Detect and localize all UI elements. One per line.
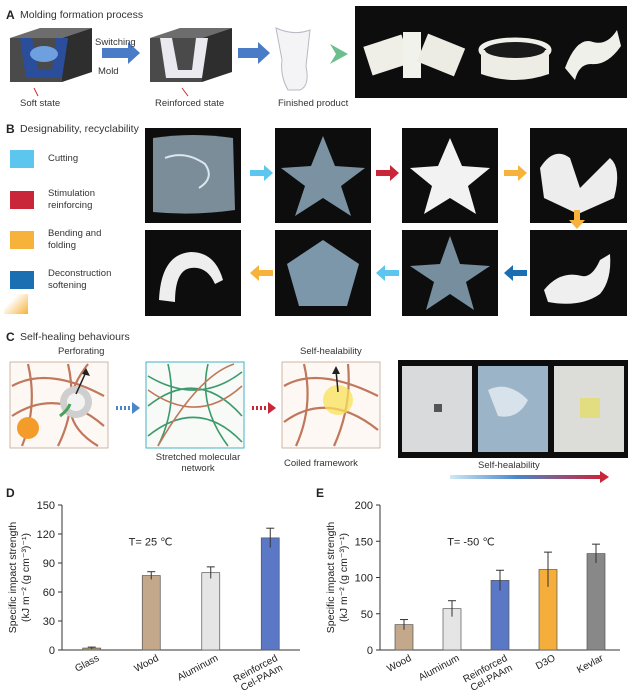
bar [201, 572, 221, 651]
photo-bent-white [145, 230, 241, 316]
panel-label-c: C [6, 330, 15, 344]
legend-bending: Bending and folding [10, 228, 118, 252]
chart-e: 0 50 100 150 200 Specific impact strength(kJ … [325, 500, 620, 695]
swatch-stimulation [10, 191, 34, 209]
photo-shaped-white [530, 230, 627, 316]
swatch-bending [10, 231, 34, 249]
y-tick-label: 50 [361, 609, 373, 621]
photo-star-white [402, 128, 498, 223]
arrow-to-product [238, 42, 270, 64]
swatch-cutting [10, 150, 34, 168]
panel-label-d: D [6, 486, 15, 500]
finished-product-shape [275, 27, 311, 91]
legend-text-deconstruction: Deconstruction softening [48, 268, 112, 291]
gradient-arrow [450, 475, 600, 479]
y-tick-label: 0 [49, 645, 55, 657]
decorative-corner [4, 294, 28, 314]
swatch-deconstruction [10, 271, 34, 289]
photo-square-gel [145, 128, 241, 223]
y-tick-label: 30 [43, 616, 55, 628]
label-switching: Switching [95, 37, 136, 48]
arrow-reinforcing [376, 165, 399, 181]
chart-d: 0 30 60 90 120 150 Specific impact strength(kJ… [7, 500, 300, 695]
label-mold: Mold [98, 66, 119, 77]
y-tick-label: 90 [43, 558, 55, 570]
photos-self-healing [398, 360, 628, 458]
y-axis-label: Specific impact strength(kJ m⁻² (g cm⁻³)… [325, 522, 350, 634]
label-coiled-framework: Coiled framework [284, 458, 358, 469]
mold-reinforced-state [150, 28, 232, 82]
legend-stimulation: Stimulation reinforcing [10, 188, 118, 212]
label-soft-state: Soft state [20, 98, 61, 109]
panel-title-a: Molding formation process [20, 9, 144, 21]
legend-deconstruction: Deconstruction softening [10, 268, 122, 292]
bar [260, 537, 280, 651]
y-tick-label: 0 [367, 645, 373, 657]
y-tick-label: 60 [43, 587, 55, 599]
legend-text-bending: Bending and folding [48, 228, 102, 251]
label-stretched-network: Stretched molecular network [155, 452, 241, 474]
gradient-arrow-head [600, 471, 609, 483]
molding-schematic [10, 27, 348, 97]
arrow-bending-2 [250, 265, 273, 281]
y-tick-label: 100 [355, 573, 373, 585]
photo-molded-products [355, 6, 627, 98]
label-finished-product: Finished product [278, 98, 349, 109]
bar [141, 575, 161, 651]
label-self-healability-top: Self-healability [300, 346, 362, 357]
x-tick-label: Aluminum [417, 653, 461, 684]
panel-title-c: Self-healing behaviours [20, 331, 130, 343]
x-tick-label: D3O [534, 653, 558, 672]
panel-label-b: B [6, 122, 15, 136]
x-tick-label: Wood [133, 653, 161, 675]
photo-folded-white [530, 128, 627, 223]
x-tick-label: Wood [385, 653, 413, 675]
mold-soft-state [10, 28, 92, 82]
y-tick-label: 150 [37, 500, 55, 512]
chevron-right-icon [330, 44, 348, 64]
panel-label-e: E [316, 486, 325, 500]
self-healing-schematic [9, 361, 381, 449]
bar [586, 553, 606, 651]
panel-title-b: Designability, recyclability [20, 123, 139, 135]
photo-star-gel-2 [402, 230, 498, 316]
y-axis-label: Specific impact strength(kJ m⁻² (g cm⁻³)… [7, 522, 32, 634]
x-tick-label: Glass [73, 653, 101, 675]
x-tick-label: ReinforcedCel-PAAm [462, 653, 515, 695]
label-perforating: Perforating [58, 346, 105, 357]
photo-star-gel [275, 128, 371, 223]
legend-text-cutting: Cutting [48, 153, 79, 164]
x-tick-label: Aluminum [176, 653, 220, 684]
panel-b-arrows [250, 165, 585, 281]
temperature-annotation: T= -50 ℃ [447, 537, 495, 549]
bar [490, 580, 510, 651]
y-tick-label: 200 [355, 500, 373, 512]
panel-label-a: A [6, 8, 15, 22]
label-self-healability-bottom: Self-healability [478, 460, 540, 471]
arrow-cutting-1 [250, 165, 273, 181]
arrow-bending-1 [504, 165, 527, 181]
legend-cutting: Cutting [10, 150, 78, 168]
arrow-cutting-2 [376, 265, 399, 281]
y-tick-label: 120 [37, 529, 55, 541]
y-tick-label: 150 [355, 536, 373, 548]
x-tick-label: ReinforcedCel-PAAm [232, 653, 285, 695]
arrow-switching [102, 42, 140, 64]
label-reinforced-state: Reinforced state [155, 98, 225, 109]
x-tick-label: Kevlar [575, 653, 606, 676]
arrow-bending-down [569, 210, 585, 229]
temperature-annotation: T= 25 ℃ [129, 537, 173, 549]
legend-text-stimulation: Stimulation reinforcing [48, 188, 95, 211]
arrow-deconstruction [504, 265, 527, 281]
photo-pentagon-gel [275, 230, 371, 316]
